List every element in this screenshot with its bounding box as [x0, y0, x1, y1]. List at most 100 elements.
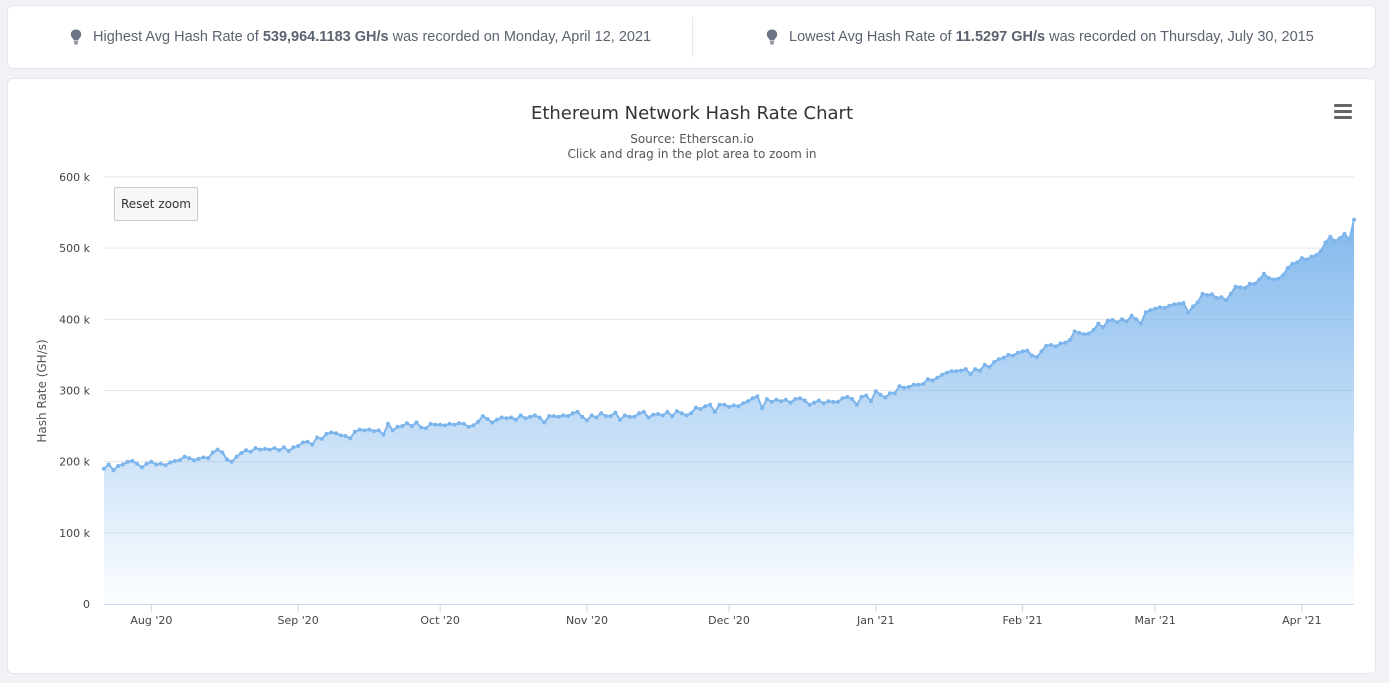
data-point [665, 409, 670, 414]
data-point [888, 391, 892, 396]
data-point [210, 450, 215, 455]
data-point [135, 461, 140, 466]
data-point [504, 416, 509, 421]
y-tick-label: 300 k [59, 385, 90, 398]
data-point [618, 417, 623, 422]
data-point [916, 382, 921, 387]
data-point [760, 406, 765, 411]
data-point [348, 436, 353, 441]
data-point [106, 462, 111, 467]
data-point [253, 446, 258, 451]
data-point [987, 365, 992, 369]
data-point [1323, 240, 1328, 245]
data-point [1333, 239, 1338, 244]
data-point [1058, 341, 1063, 346]
data-point [424, 426, 428, 431]
lightbulb-icon [766, 29, 778, 45]
data-point [589, 413, 594, 418]
data-point [154, 462, 159, 467]
data-point [1186, 310, 1191, 315]
data-point [1096, 321, 1101, 326]
data-point [944, 370, 949, 375]
data-point [930, 378, 935, 383]
data-point [244, 448, 248, 453]
data-point [542, 420, 547, 425]
data-point [187, 456, 192, 461]
data-point [1347, 237, 1352, 242]
data-point [1285, 266, 1290, 271]
data-point [1271, 277, 1276, 282]
data-point [490, 420, 495, 425]
data-point [575, 409, 580, 414]
data-point [613, 410, 618, 415]
x-tick-label: Sep '20 [278, 614, 319, 627]
data-point [745, 399, 750, 404]
x-tick-label: Apr '21 [1282, 614, 1322, 627]
data-point [547, 414, 552, 419]
data-point [177, 458, 182, 463]
data-point [807, 402, 812, 407]
highest-hash-rate-stat: Highest Avg Hash Rate of 539,964.1183 GH… [70, 6, 651, 68]
data-point [419, 425, 424, 430]
data-point [679, 411, 684, 416]
data-point [632, 414, 637, 419]
data-point [1157, 305, 1162, 310]
data-point [163, 463, 168, 468]
data-point [906, 384, 911, 389]
data-point [996, 357, 1001, 362]
data-point [1172, 302, 1177, 307]
data-point [954, 369, 959, 374]
data-point [1219, 295, 1224, 300]
data-point [495, 417, 499, 422]
data-point [390, 428, 395, 433]
data-point [376, 428, 381, 433]
data-point [1138, 321, 1143, 326]
hamburger-menu-icon[interactable] [1334, 104, 1352, 120]
data-point [897, 384, 902, 389]
data-point [239, 451, 244, 456]
data-point [102, 466, 106, 471]
data-point [509, 415, 514, 420]
data-point [1205, 293, 1210, 298]
data-point [603, 414, 608, 419]
data-point [736, 404, 741, 409]
highest-stat-prefix: Highest Avg Hash Rate of [93, 29, 259, 45]
data-point [352, 429, 357, 434]
data-point [1120, 317, 1124, 322]
data-point [139, 465, 144, 470]
data-point [1191, 304, 1195, 309]
x-tick-label: Oct '20 [420, 614, 460, 627]
data-point [935, 375, 940, 380]
data-point [674, 409, 679, 414]
data-point [992, 360, 997, 364]
data-point [499, 415, 504, 420]
hash-rate-chart[interactable]: Ethereum Network Hash Rate Chart Source:… [8, 79, 1375, 673]
data-point [637, 411, 641, 416]
data-point [622, 413, 627, 418]
chart-subtitle-hint: Click and drag in the plot area to zoom … [567, 147, 816, 161]
data-point [248, 449, 253, 454]
data-point [400, 424, 405, 429]
reset-zoom-button[interactable]: Reset zoom [114, 187, 198, 221]
data-point [305, 439, 310, 444]
data-point [438, 422, 443, 427]
data-point [788, 400, 793, 405]
y-axis-title: Hash Rate (GH/s) [35, 339, 49, 442]
data-point [480, 414, 485, 419]
y-tick-label: 400 k [59, 313, 90, 326]
data-point [1290, 261, 1295, 266]
data-point [566, 414, 570, 419]
data-point [1276, 276, 1281, 281]
data-point [1082, 332, 1087, 337]
lightbulb-icon [70, 29, 82, 45]
data-point [1200, 291, 1205, 296]
data-point [973, 367, 978, 372]
data-point [551, 414, 556, 419]
data-point [281, 445, 286, 450]
data-point [940, 372, 945, 377]
data-point [864, 393, 869, 398]
data-point [1034, 355, 1039, 360]
data-point [1243, 286, 1248, 290]
data-point [1266, 276, 1271, 281]
data-point [741, 401, 746, 406]
